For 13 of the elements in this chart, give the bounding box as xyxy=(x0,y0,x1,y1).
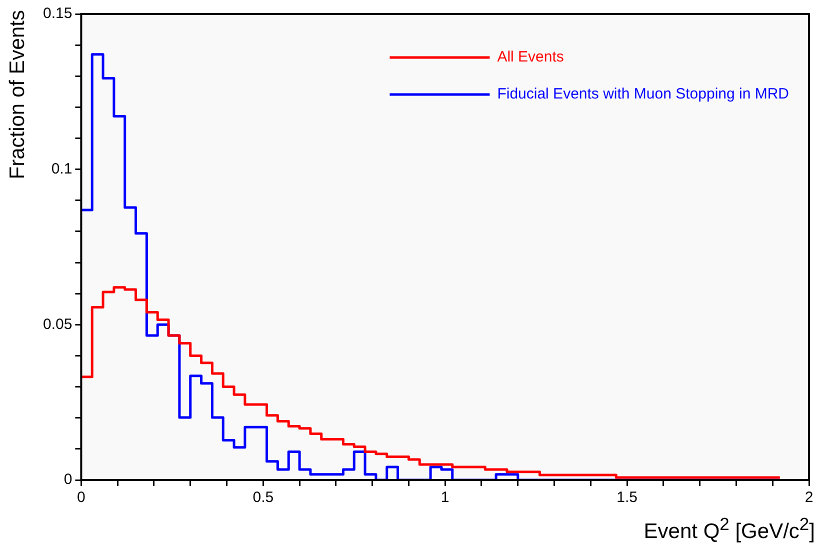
y-tick-label: 0.1 xyxy=(51,160,72,178)
x-axis-title: Event Q$^{2}$ [GeV/c$^{2}$] xyxy=(644,514,815,544)
x-tick-label: 0.5 xyxy=(252,489,274,506)
y-tick-label: 0 xyxy=(64,471,72,488)
text: Fiducial Events with Muon Stopping in MRD xyxy=(497,86,790,103)
y-tick-label: 0.05 xyxy=(42,316,72,333)
text: All Events xyxy=(497,48,564,66)
x-tick-label: 0 xyxy=(77,489,86,506)
x-tick-label: 2 xyxy=(804,489,814,506)
y-tick-label: 0.15 xyxy=(42,5,72,22)
y-axis-title: Fraction of Events xyxy=(6,10,30,180)
x-tick-label: 1.5 xyxy=(616,489,638,506)
x-tick-label: 1 xyxy=(440,489,450,506)
